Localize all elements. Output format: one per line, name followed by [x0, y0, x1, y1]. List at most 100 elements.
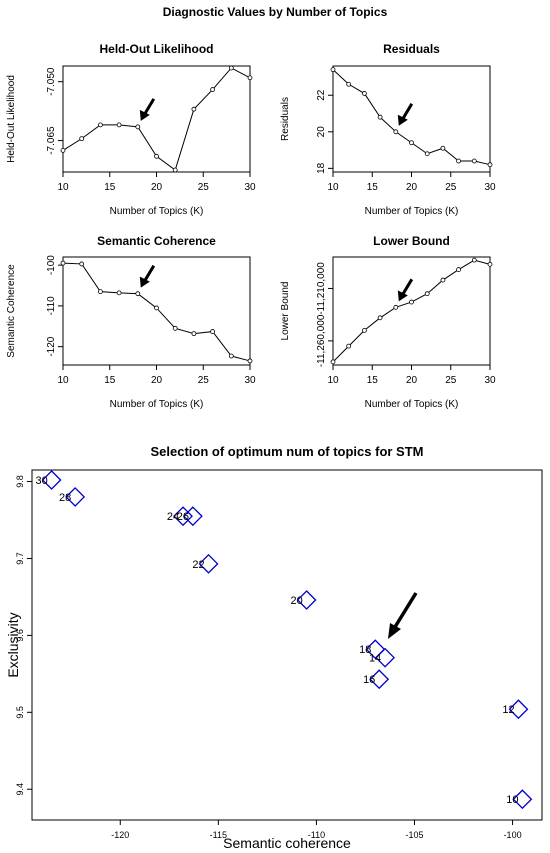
data-point: [79, 261, 85, 267]
data-point: [424, 151, 430, 157]
diamond-marker: [65, 487, 86, 507]
data-point: [487, 261, 493, 267]
data-point: [228, 65, 234, 71]
y-axis-label: Semantic Coherence: [6, 264, 17, 358]
data-point: [191, 331, 197, 337]
x-tick-label: -105: [405, 830, 423, 840]
data-point: [116, 122, 122, 128]
panel-2: Residuals 10 15 20 25 30 18 20 22 Number of Topic…: [280, 42, 496, 217]
point-label: 30: [35, 475, 47, 487]
arrow-annotation: [143, 264, 156, 282]
data-point: [172, 325, 178, 331]
data-point: [210, 329, 216, 334]
y-axis-label: Residuals: [280, 97, 291, 141]
x-tick-label: 20: [151, 375, 163, 386]
x-tick-label: 25: [198, 182, 210, 193]
panel-title: Residuals: [383, 42, 440, 56]
data-point: [60, 148, 66, 153]
x-tick-label: 10: [327, 182, 339, 193]
data-point: [172, 167, 178, 173]
point-label: 26: [177, 511, 189, 523]
data-point: [135, 291, 141, 297]
x-tick-label: 15: [104, 375, 116, 386]
x-tick-label: 15: [104, 182, 116, 193]
x-axis-label: Number of Topics (K): [110, 399, 204, 410]
diamond-marker: [512, 789, 533, 810]
y-tick-label: -120: [46, 336, 57, 356]
data-point: [135, 124, 141, 130]
diamond-marker: [508, 699, 529, 720]
data-point: [228, 353, 234, 359]
x-axis-label: Number of Topics (K): [110, 206, 204, 217]
point-label: 20: [290, 595, 302, 607]
data-point: [471, 158, 477, 164]
data-point: [191, 106, 197, 112]
x-tick-label: 10: [57, 375, 69, 386]
y-axis-label: Lower Bound: [280, 282, 291, 341]
data-point: [393, 304, 399, 310]
diamond-marker: [296, 590, 317, 610]
x-tick-label: 15: [367, 375, 379, 386]
data-point: [247, 75, 253, 81]
data-point: [377, 315, 383, 321]
arrow-head: [388, 623, 401, 639]
data-point: [456, 267, 462, 272]
x-tick-label: 10: [57, 182, 69, 193]
series-line: [332, 259, 491, 363]
panels: Held-Out Likelihood 10 15 20 25 30 -7.065 -7.05…: [5, 42, 543, 851]
data-point: [116, 290, 122, 296]
x-tick-label: -100: [504, 830, 522, 840]
x-tick-label: 20: [151, 182, 163, 193]
panel-title: Held-Out Likelihood: [100, 42, 214, 56]
data-point: [393, 129, 399, 135]
y-tick-label: 18: [316, 162, 327, 174]
x-tick-label: 25: [445, 182, 457, 193]
x-tick-label: 10: [327, 375, 339, 386]
data-point: [154, 153, 159, 159]
diamond-marker: [375, 647, 395, 668]
x-tick-label: -115: [210, 830, 227, 840]
plot-frame: [31, 469, 543, 821]
point-label: 22: [192, 559, 204, 571]
y-tick-label: -11,210,000: [316, 262, 327, 315]
y-tick-label: -7.065: [46, 126, 57, 155]
data-point: [98, 122, 103, 128]
panel-title: Semantic Coherence: [97, 234, 216, 248]
x-tick-label: 30: [484, 182, 496, 193]
y-tick-label: -11,260,000: [316, 314, 327, 367]
x-axis-label: Number of Topics (K): [365, 206, 459, 217]
arrow-head: [139, 276, 150, 288]
point-label: 24: [167, 511, 179, 523]
panel-title: Selection of optimum num of topics for S…: [151, 444, 424, 459]
data-point: [346, 343, 352, 349]
panel-5: Selection of optimum num of topics for S…: [5, 444, 543, 851]
data-point: [330, 359, 336, 365]
point-label: 10: [506, 794, 518, 806]
data-point: [361, 327, 367, 333]
y-tick-label: -7.050: [46, 67, 57, 96]
arrow-annotation: [401, 278, 414, 296]
data-point: [456, 158, 462, 164]
data-point: [79, 136, 85, 142]
point-label: 12: [502, 704, 514, 716]
x-tick-label: 25: [198, 375, 210, 386]
arrow-head: [139, 109, 150, 121]
x-axis-label: Semantic coherence: [223, 835, 351, 851]
x-tick-label: 25: [445, 375, 457, 386]
diamond-marker: [369, 669, 390, 690]
arrow-annotation: [401, 103, 414, 120]
panel-4: Lower Bound 10 15 20 25 30 -11,260,000-11,210,…: [280, 234, 496, 410]
x-tick-label: 30: [484, 375, 496, 386]
diamond-marker: [41, 470, 62, 490]
y-tick-label: 9.8: [15, 475, 25, 488]
data-point: [247, 358, 253, 364]
x-axis-label: Number of Topics (K): [365, 399, 459, 410]
y-axis-label: Exclusivity: [5, 612, 21, 677]
y-tick-label: 9.7: [15, 552, 25, 565]
data-point: [487, 162, 493, 168]
y-axis-label: Held-Out Likelihood: [6, 75, 17, 163]
point-label: 28: [59, 492, 71, 504]
y-tick-label: 22: [316, 89, 327, 101]
data-point: [424, 291, 430, 297]
